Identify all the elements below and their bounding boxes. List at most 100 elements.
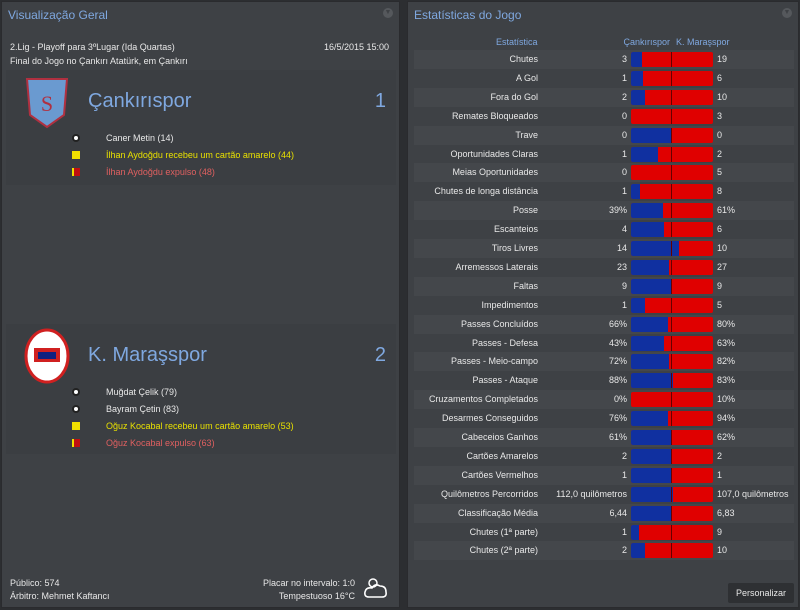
stat-row: Meias Oportunidades 0 5	[414, 163, 794, 183]
yellow-card-icon	[72, 422, 80, 430]
stat-bar	[631, 89, 713, 105]
stat-row: Tiros Livres 14 10	[414, 239, 794, 258]
stat-away-value: 82%	[717, 356, 736, 367]
header-away: K. Maraşspor	[676, 37, 730, 47]
stat-bar	[631, 222, 713, 238]
stat-bar	[631, 467, 713, 483]
stat-away-value: 61%	[717, 205, 736, 216]
stat-label: Passes - Defesa	[471, 337, 538, 348]
stat-home-value: 0	[621, 110, 627, 121]
away-crest-icon	[24, 328, 70, 384]
event-goal: Caner Metin (14)	[72, 130, 392, 147]
home-bar-fill	[631, 524, 640, 540]
stat-home-value: 2	[621, 91, 627, 102]
stat-home-value: 1	[621, 469, 627, 480]
referee: Árbitro: Mehmet Kaftancı	[10, 591, 110, 601]
stat-label: Chutes (2ª parte)	[469, 545, 538, 556]
stat-home-value: 72%	[608, 356, 627, 367]
stat-away-value: 62%	[717, 432, 736, 442]
stat-bar	[631, 52, 713, 67]
panel-title: Estatísticas do Jogo	[414, 8, 522, 22]
home-team-name[interactable]: Çankırıspor	[88, 90, 192, 112]
home-bar-fill	[631, 430, 672, 445]
stat-row: Fora do Gol 2 10	[414, 87, 794, 107]
stat-label: Fora do Gol	[490, 91, 538, 102]
stat-bar	[631, 146, 713, 162]
home-bar-fill	[631, 146, 659, 162]
stat-bar	[631, 70, 713, 86]
stat-away-value: 1	[717, 469, 723, 480]
home-bar-fill	[631, 203, 663, 219]
match-datetime: 16/5/2015 15:00	[323, 42, 389, 52]
stat-away-value: 9	[717, 280, 723, 291]
stat-label: Chutes de longa distância	[434, 186, 538, 197]
stat-away-value: 2	[717, 450, 723, 461]
stat-bar	[631, 316, 713, 332]
stat-bar	[631, 297, 713, 313]
customize-button[interactable]: Personalizar	[727, 583, 794, 603]
stat-row: Cruzamentos Completados 0% 10%	[414, 390, 794, 410]
stat-label: Oportunidades Claras	[450, 148, 538, 159]
event-yellow: Oğuz Kocabal recebeu um cartão amarelo (…	[72, 418, 392, 435]
match-stats-panel: Estatísticas do Jogo ▼ Estatística Çankı…	[407, 1, 799, 608]
event-goal: Bayram Çetin (83)	[72, 401, 392, 418]
home-bar-fill	[631, 241, 679, 256]
stat-home-value: 43%	[608, 337, 627, 348]
stat-label: Quilômetros Percorridos	[440, 488, 538, 499]
home-bar-fill	[631, 89, 645, 105]
stat-bar	[631, 486, 713, 502]
stat-row: Chutes de longa distância 1 8	[414, 182, 794, 201]
home-bar-fill	[631, 278, 672, 294]
stat-label: Cartões Amarelos	[466, 450, 538, 461]
stat-bar	[631, 354, 713, 370]
stat-away-value: 10	[717, 91, 728, 102]
stat-home-value: 1	[621, 299, 627, 310]
panel-title: Visualização Geral	[8, 8, 108, 22]
stat-label: Posse	[512, 205, 538, 216]
stat-home-value: 0%	[613, 394, 627, 405]
stat-row: Desarmes Conseguidos 76% 94%	[414, 409, 794, 428]
event-red: Oğuz Kocabal expulso (63)	[72, 435, 392, 452]
header-stat: Estatística	[496, 37, 538, 47]
red-card-icon	[72, 439, 80, 447]
stat-bar	[631, 241, 713, 256]
away-team-name[interactable]: K. Maraşspor	[88, 344, 207, 366]
stat-label: Trave	[515, 129, 538, 140]
stat-row: Impedimentos 1 5	[414, 296, 794, 315]
stat-away-value: 19	[717, 54, 728, 64]
stat-home-value: 1	[621, 526, 627, 537]
stat-row: Passes - Defesa 43% 63%	[414, 334, 794, 353]
header-home: Çankırıspor	[623, 37, 670, 47]
panel-menu-icon[interactable]: ▼	[782, 8, 792, 18]
home-bar-fill	[631, 316, 669, 332]
stat-away-value: 83%	[717, 375, 736, 386]
event-text: Oğuz Kocabal recebeu um cartão amarelo (…	[106, 421, 294, 431]
stat-away-value: 9	[717, 526, 723, 537]
panel-menu-icon[interactable]: ▼	[383, 8, 393, 18]
stat-bar	[631, 430, 713, 445]
stat-bar	[631, 524, 713, 540]
stat-label: Cruzamentos Completados	[428, 394, 538, 405]
stat-away-value: 63%	[717, 337, 736, 348]
home-bar-fill	[631, 411, 668, 427]
stat-bar	[631, 392, 713, 408]
stat-label: Tiros Livres	[491, 243, 538, 253]
stat-away-value: 5	[717, 299, 723, 310]
goal-ball-icon	[72, 405, 80, 413]
stat-label: Classificação Média	[457, 507, 538, 518]
stat-bar	[631, 203, 713, 219]
stat-row: Remates Bloqueados 0 3	[414, 107, 794, 126]
attendance: Público: 574	[10, 578, 60, 588]
event-red: İlhan Aydoğdu expulso (48)	[72, 164, 392, 181]
stat-label: Passes Concluídos	[460, 318, 538, 329]
competition: 2.Lig - Playoff para 3ºLugar (Ida Quarta…	[10, 42, 175, 52]
stat-label: Passes - Ataque	[472, 375, 538, 386]
stat-bar	[631, 335, 713, 351]
stat-away-value: 0	[717, 129, 723, 140]
away-team-block: K. Maraşspor 2 Muğdat Çelik (79) Bayram Ç…	[6, 324, 396, 454]
stat-away-value: 107,0 quilômetros	[717, 488, 789, 499]
stat-home-value: 76%	[608, 413, 627, 424]
stat-row: Passes - Meio-campo 72% 82%	[414, 352, 794, 372]
home-bar-fill	[631, 259, 669, 275]
home-bar-fill	[631, 373, 674, 389]
